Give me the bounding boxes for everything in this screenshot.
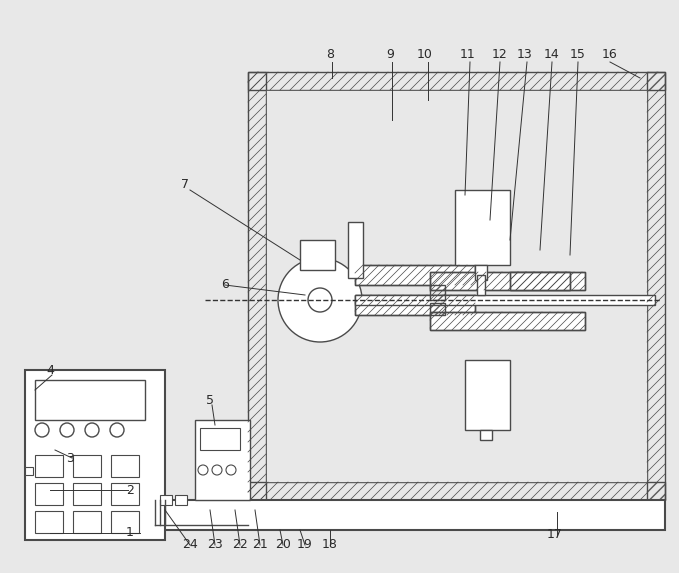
- Polygon shape: [35, 380, 145, 420]
- Polygon shape: [430, 312, 585, 330]
- Polygon shape: [111, 455, 139, 477]
- Polygon shape: [35, 483, 63, 505]
- Polygon shape: [175, 495, 187, 505]
- Polygon shape: [510, 272, 570, 290]
- Polygon shape: [73, 511, 101, 533]
- Polygon shape: [355, 295, 655, 305]
- Text: 1: 1: [126, 527, 134, 540]
- Polygon shape: [430, 272, 585, 290]
- Text: 19: 19: [297, 539, 313, 551]
- Circle shape: [308, 288, 332, 312]
- Text: 16: 16: [602, 49, 618, 61]
- Text: 13: 13: [517, 49, 533, 61]
- Text: 11: 11: [460, 49, 476, 61]
- Polygon shape: [160, 495, 172, 505]
- Polygon shape: [73, 455, 101, 477]
- Polygon shape: [25, 370, 165, 540]
- Polygon shape: [25, 467, 33, 475]
- Text: 20: 20: [275, 539, 291, 551]
- Polygon shape: [477, 275, 485, 295]
- Text: 23: 23: [207, 539, 223, 551]
- Polygon shape: [355, 265, 475, 285]
- Polygon shape: [266, 90, 647, 482]
- Polygon shape: [355, 295, 475, 315]
- Text: 3: 3: [66, 452, 74, 465]
- Polygon shape: [73, 483, 101, 505]
- Polygon shape: [465, 360, 510, 430]
- Polygon shape: [200, 428, 240, 450]
- Text: 8: 8: [326, 49, 334, 61]
- Polygon shape: [300, 240, 335, 270]
- Text: 21: 21: [252, 539, 268, 551]
- Text: 4: 4: [46, 363, 54, 376]
- Text: 18: 18: [322, 539, 338, 551]
- Polygon shape: [145, 500, 665, 530]
- Polygon shape: [35, 455, 63, 477]
- Polygon shape: [455, 190, 510, 265]
- Polygon shape: [111, 483, 139, 505]
- Text: 5: 5: [206, 394, 214, 406]
- Polygon shape: [195, 420, 250, 500]
- Text: 14: 14: [544, 49, 560, 61]
- Polygon shape: [348, 222, 363, 278]
- Text: 2: 2: [126, 484, 134, 496]
- Text: 12: 12: [492, 49, 508, 61]
- Text: 9: 9: [386, 49, 394, 61]
- Text: 7: 7: [181, 179, 189, 191]
- Text: 24: 24: [182, 539, 198, 551]
- Text: 17: 17: [547, 528, 563, 541]
- Polygon shape: [111, 511, 139, 533]
- Text: 10: 10: [417, 49, 433, 61]
- Polygon shape: [480, 430, 492, 440]
- Text: 22: 22: [232, 539, 248, 551]
- Circle shape: [278, 258, 362, 342]
- Polygon shape: [475, 265, 487, 280]
- Polygon shape: [35, 511, 63, 533]
- Text: 6: 6: [221, 278, 229, 292]
- Text: 15: 15: [570, 49, 586, 61]
